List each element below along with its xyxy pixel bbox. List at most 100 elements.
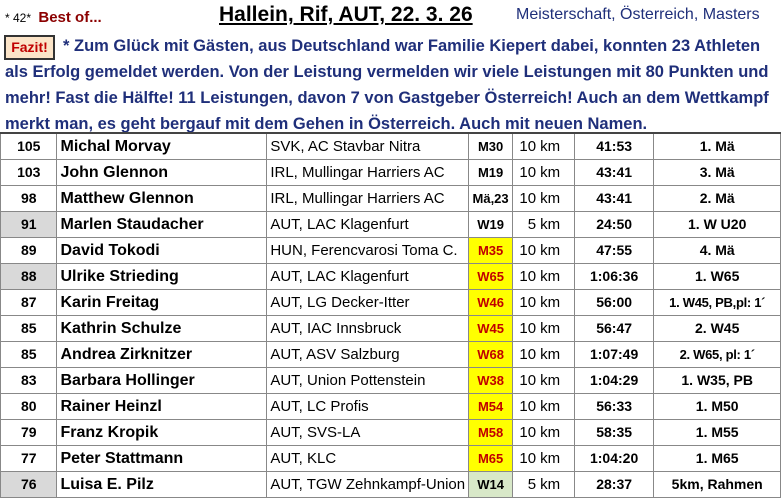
results-table: 105 Michal Morvay SVK, AC Stavbar Nitra M30… [0,132,781,498]
placement-cell: 1. M50 [653,393,781,420]
time-cell: 43:41 [573,159,655,186]
time-cell: 56:00 [573,289,655,316]
table-row: 103 John Glennon IRL, Mullingar Harriers A… [0,159,781,186]
time-cell: 28:37 [573,471,655,498]
placement-cell: 1. M55 [653,419,781,446]
club-cell: AUT, KLC [266,445,470,472]
time-cell: 1:04:20 [573,445,655,472]
distance-value: 10 [519,346,537,363]
distance-cell: 10 km [512,367,575,394]
category-cell: W68 [468,341,514,368]
distance-cell: 5 km [512,471,575,498]
club-cell: AUT, TGW Zehnkampf-Union [266,471,470,498]
placement-cell: 2. W65, pl: 1´ [653,341,781,368]
report-number: * 42* [5,11,32,25]
distance-unit: km [540,424,561,441]
placement-cell: 2. Mä [653,185,781,212]
athlete-name-cell: Karin Freitag [56,289,268,316]
points-cell: 83 [0,367,58,394]
report-number-label: * 42* Best of... [5,9,102,26]
fazit-badge: Fazit! [4,35,55,60]
category-cell: W38 [468,367,514,394]
time-cell: 43:41 [573,185,655,212]
time-cell: 24:50 [573,211,655,238]
athlete-name-cell: John Glennon [56,159,268,186]
athlete-name-cell: Marlen Staudacher [56,211,268,238]
table-row: 91 Marlen Staudacher AUT, LAC Klagenfurt W1… [0,211,781,238]
table-row: 79 Franz Kropik AUT, SVS-LA M58 10 km 58:35 1. … [0,419,781,446]
club-cell: IRL, Mullingar Harriers AC [266,159,470,186]
category-cell: M58 [468,419,514,446]
time-cell: 56:47 [573,315,655,342]
time-cell: 58:35 [573,419,655,446]
category-cell: W45 [468,315,514,342]
distance-cell: 10 km [512,393,575,420]
category-cell: M65 [468,445,514,472]
distance-unit: km [540,398,561,415]
points-cell: 80 [0,393,58,420]
distance-value: 10 [519,164,537,181]
placement-cell: 4. Mä [653,237,781,264]
distance-cell: 10 km [512,185,575,212]
event-subtitle: Meisterschaft, Österreich, Masters [516,6,760,23]
category-cell: W46 [468,289,514,316]
table-row: 87 Karin Freitag AUT, LG Decker-Itter W46 10… [0,289,781,316]
placement-cell: 1. W35, PB [653,367,781,394]
distance-cell: 10 km [512,263,575,290]
placement-cell: 1. W45, PB,pl: 1´ [653,289,781,316]
distance-value: 10 [519,424,537,441]
club-cell: AUT, LAC Klagenfurt [266,263,470,290]
athlete-name-cell: Peter Stattmann [56,445,268,472]
points-cell: 85 [0,341,58,368]
distance-value: 10 [519,320,537,337]
distance-unit: km [540,372,561,389]
distance-value: 10 [519,268,537,285]
table-row: 98 Matthew Glennon IRL, Mullingar Harriers… [0,185,781,212]
distance-unit: km [540,268,561,285]
club-cell: AUT, LAC Klagenfurt [266,211,470,238]
club-cell: SVK, AC Stavbar Nitra [266,132,470,160]
points-cell: 89 [0,237,58,264]
distance-cell: 10 km [512,132,575,160]
table-row: 89 David Tokodi HUN, Ferencvarosi Toma C. M… [0,237,781,264]
points-cell: 79 [0,419,58,446]
club-cell: AUT, SVS-LA [266,419,470,446]
distance-value: 10 [519,138,537,155]
distance-value: 5 [527,216,537,233]
points-cell: 98 [0,185,58,212]
club-cell: AUT, ASV Salzburg [266,341,470,368]
points-cell: 103 [0,159,58,186]
category-cell: M54 [468,393,514,420]
table-row: 83 Barbara Hollinger AUT, Union Pottenstei… [0,367,781,394]
distance-cell: 5 km [512,211,575,238]
category-cell: W14 [468,471,514,498]
placement-cell: 1. M65 [653,445,781,472]
distance-unit: km [540,190,561,207]
athlete-name-cell: Andrea Zirknitzer [56,341,268,368]
distance-value: 10 [519,450,537,467]
athlete-name-cell: Matthew Glennon [56,185,268,212]
distance-unit: km [540,320,561,337]
distance-cell: 10 km [512,445,575,472]
distance-value: 10 [519,398,537,415]
club-cell: AUT, Union Pottenstein [266,367,470,394]
category-cell: Mä,23 [468,185,514,212]
results-table-body: 105 Michal Morvay SVK, AC Stavbar Nitra M30… [0,132,781,498]
distance-value: 10 [519,190,537,207]
distance-value: 10 [519,242,537,259]
distance-cell: 10 km [512,159,575,186]
distance-cell: 10 km [512,315,575,342]
distance-cell: 10 km [512,419,575,446]
points-cell: 87 [0,289,58,316]
best-of-label: Best of... [38,9,102,26]
placement-cell: 3. Mä [653,159,781,186]
table-row: 88 Ulrike Strieding AUT, LAC Klagenfurt W65… [0,263,781,290]
distance-cell: 10 km [512,289,575,316]
table-row: 76 Luisa E. Pilz AUT, TGW Zehnkampf-Union W… [0,471,781,498]
points-cell: 105 [0,132,58,160]
table-row: 105 Michal Morvay SVK, AC Stavbar Nitra M30… [0,132,781,160]
club-cell: AUT, LG Decker-Itter [266,289,470,316]
distance-unit: km [540,476,561,493]
club-cell: AUT, LC Profis [266,393,470,420]
distance-value: 5 [527,476,537,493]
